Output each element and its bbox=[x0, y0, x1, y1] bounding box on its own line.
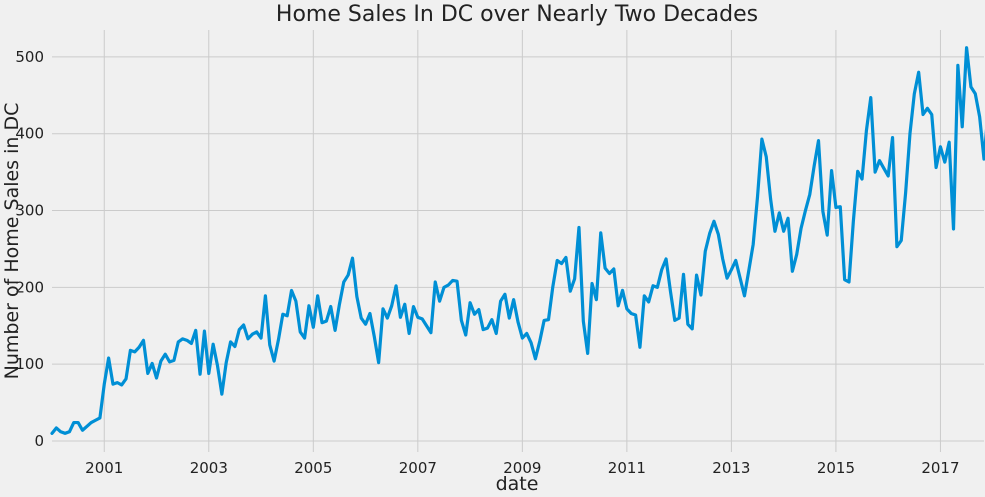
x-axis-label: date bbox=[496, 473, 539, 495]
y-tick-label: 100 bbox=[15, 355, 44, 373]
x-tick-label: 2017 bbox=[921, 459, 959, 477]
x-tick-label: 2007 bbox=[399, 459, 437, 477]
x-tick-label: 2001 bbox=[85, 459, 123, 477]
x-tick-label: 2009 bbox=[503, 459, 541, 477]
y-tick-label: 300 bbox=[15, 202, 44, 220]
x-tick-label: 2003 bbox=[190, 459, 228, 477]
grid bbox=[52, 30, 984, 452]
x-axis-ticks: 2001 2003 2005 2007 2009 2011 2013 2015 2017 bbox=[85, 459, 959, 477]
y-tick-label: 200 bbox=[15, 278, 44, 296]
x-tick-label: 2011 bbox=[608, 459, 646, 477]
y-tick-label: 400 bbox=[15, 125, 44, 143]
chart-title: Home Sales In DC over Nearly Two Decades bbox=[276, 2, 758, 27]
y-tick-label: 0 bbox=[34, 432, 44, 450]
x-tick-label: 2015 bbox=[817, 459, 855, 477]
series-line bbox=[50, 46, 985, 435]
x-tick-label: 2005 bbox=[294, 459, 332, 477]
y-tick-label: 500 bbox=[15, 48, 44, 66]
y-axis-ticks: 0 100 200 300 400 500 bbox=[15, 48, 44, 450]
series-layer bbox=[50, 46, 985, 435]
y-axis-label: Number of Home Sales in DC bbox=[1, 103, 23, 380]
x-tick-label: 2013 bbox=[712, 459, 750, 477]
